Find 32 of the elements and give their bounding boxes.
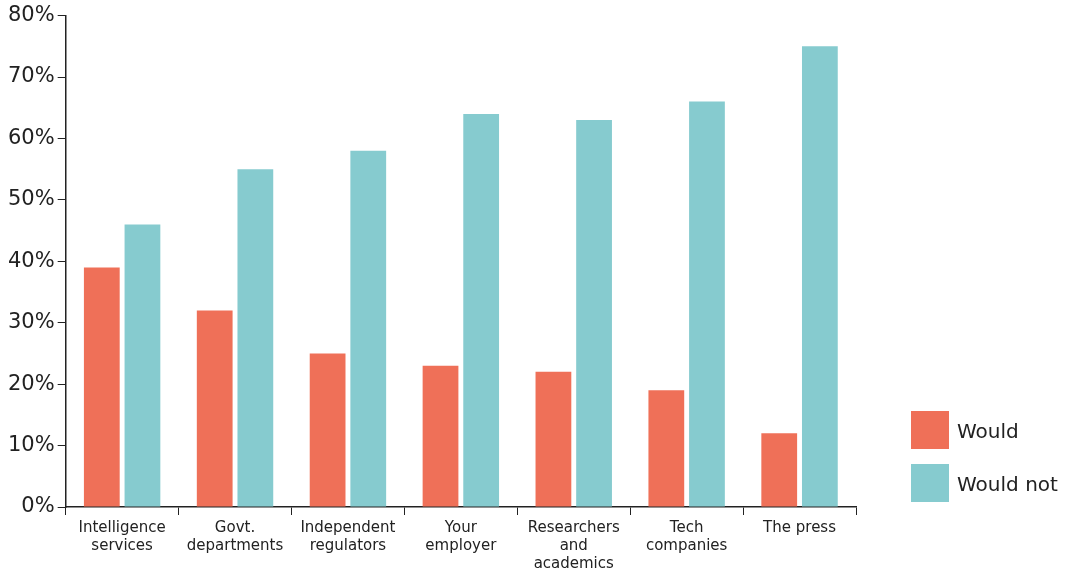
y-tick-label: 40% bbox=[7, 247, 55, 272]
x-tick-label: Your employer bbox=[425, 517, 498, 554]
y-tick-label: 60% bbox=[7, 124, 55, 149]
bar bbox=[535, 371, 572, 507]
bar bbox=[576, 120, 612, 507]
bar bbox=[350, 150, 387, 507]
bar bbox=[689, 101, 725, 507]
y-tick-label: 20% bbox=[7, 370, 55, 395]
bar bbox=[237, 169, 274, 507]
legend-label: Would bbox=[957, 419, 1019, 444]
x-tick-label: Researchers and academics bbox=[527, 517, 620, 572]
x-tick-label: Tech companies bbox=[645, 517, 728, 554]
y-tick-label: 70% bbox=[7, 63, 55, 88]
x-tick-label: Independent regulators bbox=[300, 517, 396, 554]
legend-label: Would not bbox=[957, 472, 1059, 497]
x-tick-label: Govt. departments bbox=[186, 517, 284, 554]
x-tick-label: The press bbox=[762, 517, 837, 536]
bar bbox=[196, 310, 233, 507]
bar bbox=[124, 224, 161, 507]
bar bbox=[463, 113, 500, 507]
bar bbox=[761, 433, 798, 507]
y-tick-label: 0% bbox=[21, 493, 55, 518]
y-tick-label: 30% bbox=[7, 309, 55, 334]
y-tick-label: 80% bbox=[7, 2, 55, 27]
x-tick-label: Intelligence services bbox=[78, 517, 166, 554]
bar bbox=[309, 353, 346, 507]
bar bbox=[422, 365, 459, 507]
bar bbox=[83, 267, 120, 507]
y-tick-label: 10% bbox=[7, 432, 55, 457]
y-tick-label: 50% bbox=[7, 186, 55, 211]
bar bbox=[801, 46, 838, 507]
bar bbox=[648, 390, 685, 507]
